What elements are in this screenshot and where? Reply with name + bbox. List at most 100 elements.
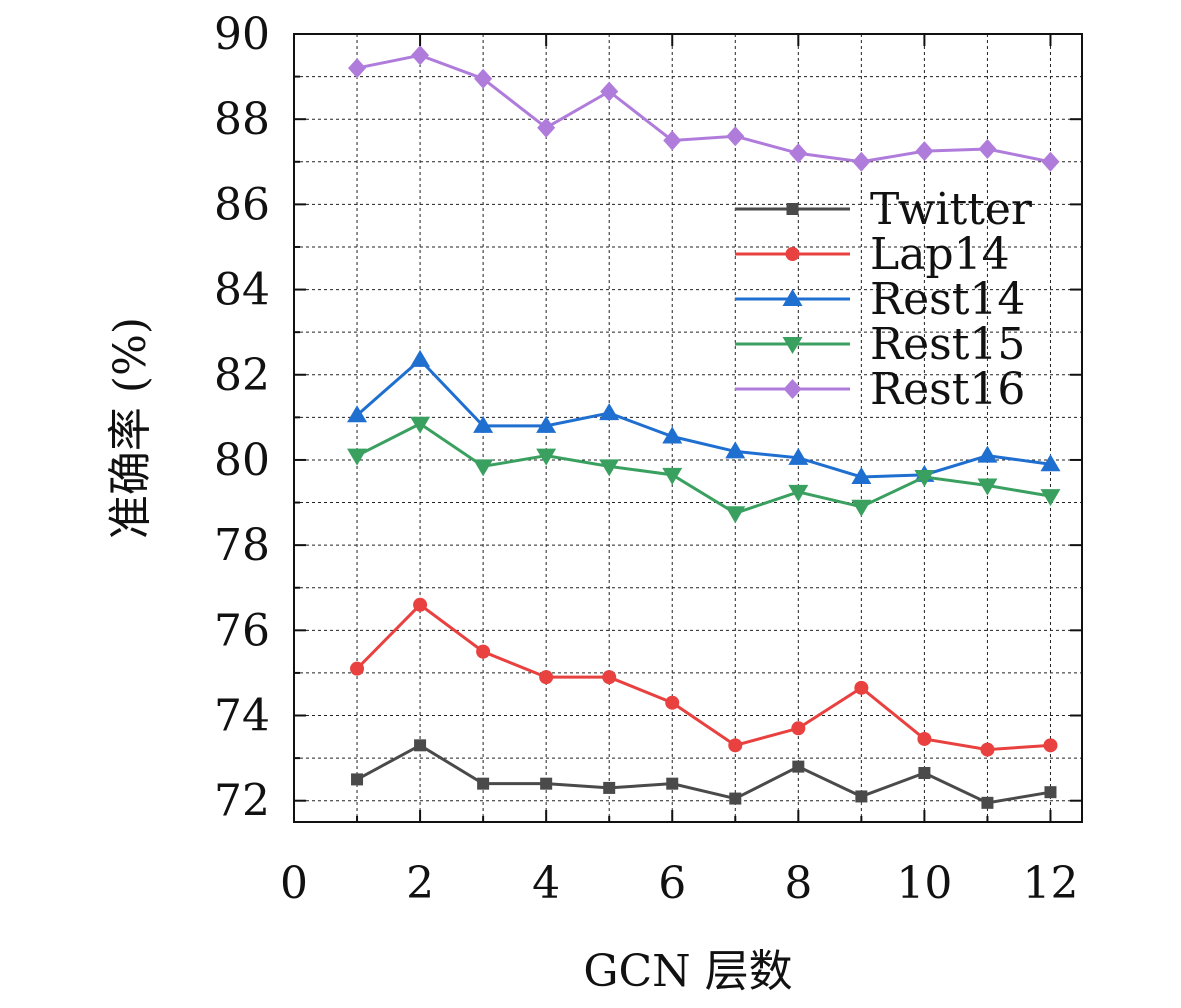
series-rest14: [347, 349, 1061, 484]
y-tick-label: 74: [214, 691, 270, 742]
legend-marker: [782, 337, 803, 354]
y-tick-label: 88: [214, 94, 270, 145]
data-point: [855, 790, 868, 803]
data-point: [1043, 738, 1058, 753]
series-line: [356, 743, 1051, 805]
data-point: [410, 349, 431, 367]
series-line: [356, 422, 1051, 515]
y-tick-label: 76: [214, 605, 270, 656]
data-point: [599, 459, 620, 477]
data-point: [1041, 151, 1060, 172]
y-tick-label: 84: [214, 265, 270, 316]
data-point: [1040, 454, 1061, 472]
x-tick-label: 10: [896, 858, 952, 909]
legend-label: Lap14: [870, 229, 1010, 280]
series-line: [356, 357, 1051, 479]
legend-label: Rest14: [870, 274, 1025, 325]
data-point: [473, 415, 494, 433]
data-point: [603, 781, 616, 794]
data-point: [977, 478, 998, 496]
legend-item: Rest14: [735, 274, 1025, 325]
x-tick-label: 12: [1022, 858, 1078, 909]
data-point: [477, 777, 490, 790]
data-point: [791, 721, 806, 736]
data-point: [413, 597, 428, 612]
series-rest16: [348, 45, 1060, 172]
y-tick-label: 78: [214, 520, 270, 571]
data-point: [351, 773, 364, 786]
data-point: [663, 130, 682, 151]
data-point: [665, 695, 680, 710]
legend-marker: [783, 379, 802, 399]
data-point: [729, 792, 742, 805]
data-point: [1040, 489, 1061, 507]
data-point: [725, 506, 746, 524]
y-tick-label: 80: [214, 435, 270, 486]
series-rest15: [347, 416, 1061, 524]
data-point: [917, 731, 932, 746]
data-point: [411, 45, 430, 66]
x-tick-label: 2: [406, 858, 434, 909]
y-tick-label: 86: [214, 179, 270, 230]
data-point: [666, 777, 679, 790]
data-point: [915, 141, 934, 162]
legend-marker: [786, 203, 799, 215]
data-point: [851, 466, 872, 484]
x-tick-label: 4: [532, 858, 560, 909]
legend-label: Rest15: [870, 319, 1025, 370]
data-point: [410, 416, 431, 434]
data-point: [981, 796, 994, 809]
legend-item: Lap14: [735, 229, 1010, 280]
legend-label: Twitter: [870, 184, 1033, 235]
data-point: [414, 739, 427, 752]
series-line: [356, 53, 1051, 164]
data-point: [473, 459, 494, 477]
data-point: [536, 415, 557, 433]
data-point: [1044, 786, 1057, 799]
data-point: [474, 68, 493, 89]
data-point: [854, 680, 869, 695]
data-point: [662, 467, 683, 485]
data-point: [599, 403, 620, 421]
y-tick-label: 72: [214, 776, 270, 827]
data-point: [788, 484, 809, 502]
series-lap14: [350, 597, 1058, 757]
x-tick-label: 0: [280, 858, 308, 909]
series-line: [355, 602, 1051, 752]
data-point: [662, 426, 683, 444]
data-point: [728, 738, 743, 753]
data-point: [725, 441, 746, 459]
data-point: [978, 139, 997, 160]
x-axis-title: GCN 层数: [583, 946, 792, 997]
data-point: [539, 670, 554, 685]
y-tick-label: 82: [214, 350, 270, 401]
legend-label: Rest16: [870, 364, 1025, 415]
legend-marker: [782, 289, 803, 306]
x-tick-label: 6: [658, 858, 686, 909]
data-point: [851, 499, 872, 517]
tick-layer: 72 74 76 78 80 82 84 86 88 90 0 2 4 6 8 10 12: [214, 9, 1082, 909]
y-tick-label: 90: [214, 9, 270, 60]
data-point: [792, 760, 805, 773]
data-point: [347, 405, 368, 423]
data-point: [348, 58, 367, 79]
data-point: [726, 126, 745, 147]
series-layer: [347, 45, 1061, 809]
data-point: [600, 81, 619, 102]
data-point: [788, 447, 809, 465]
data-point: [476, 644, 491, 659]
data-point: [980, 742, 995, 757]
legend-marker: [785, 247, 800, 261]
data-point: [852, 151, 871, 172]
data-point: [350, 661, 365, 676]
y-axis-title: 准确率 (%): [105, 317, 156, 539]
legend-item: Rest15: [735, 319, 1025, 370]
data-point: [918, 767, 931, 780]
data-point: [537, 117, 556, 138]
data-point: [536, 448, 557, 466]
data-point: [602, 670, 617, 685]
series-twitter: [351, 739, 1057, 809]
legend-item: Twitter: [735, 184, 1033, 235]
